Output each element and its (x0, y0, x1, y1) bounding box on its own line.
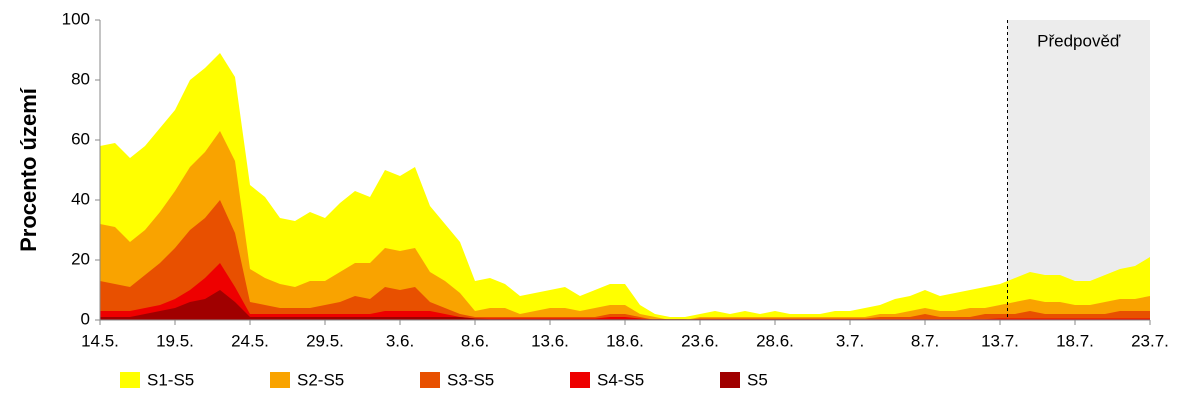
x-tick-label: 24.5. (231, 331, 269, 350)
x-tick-label: 18.7. (1056, 331, 1094, 350)
legend-label: S2-S5 (297, 370, 344, 389)
legend-swatch (570, 372, 590, 388)
x-tick-label: 8.7. (911, 331, 939, 350)
y-tick-label: 40 (71, 189, 90, 208)
legend-label: S5 (747, 370, 768, 389)
x-tick-label: 3.7. (836, 331, 864, 350)
legend-swatch (270, 372, 290, 388)
legend-swatch (720, 372, 740, 388)
y-tick-label: 20 (71, 249, 90, 268)
x-tick-label: 19.5. (156, 331, 194, 350)
x-tick-label: 8.6. (461, 331, 489, 350)
y-axis-label: Procento území (16, 87, 41, 252)
legend-label: S3-S5 (447, 370, 494, 389)
x-tick-label: 23.6. (681, 331, 719, 350)
x-tick-label: 23.7. (1131, 331, 1169, 350)
legend-label: S4-S5 (597, 370, 644, 389)
y-tick-label: 0 (81, 309, 90, 328)
legend-label: S1-S5 (147, 370, 194, 389)
x-tick-label: 28.6. (756, 331, 794, 350)
x-tick-label: 13.6. (531, 331, 569, 350)
y-tick-label: 80 (71, 69, 90, 88)
x-tick-label: 18.6. (606, 331, 644, 350)
area (100, 53, 1150, 320)
forecast-label: Předpověď (1037, 31, 1121, 50)
y-tick-label: 60 (71, 129, 90, 148)
area (100, 131, 1150, 320)
legend-swatch (120, 372, 140, 388)
legend-swatch (420, 372, 440, 388)
x-tick-label: 14.5. (81, 331, 119, 350)
area (100, 290, 1150, 320)
y-tick-label: 100 (62, 9, 90, 28)
x-tick-label: 13.7. (981, 331, 1019, 350)
x-tick-label: 29.5. (306, 331, 344, 350)
x-tick-label: 3.6. (386, 331, 414, 350)
